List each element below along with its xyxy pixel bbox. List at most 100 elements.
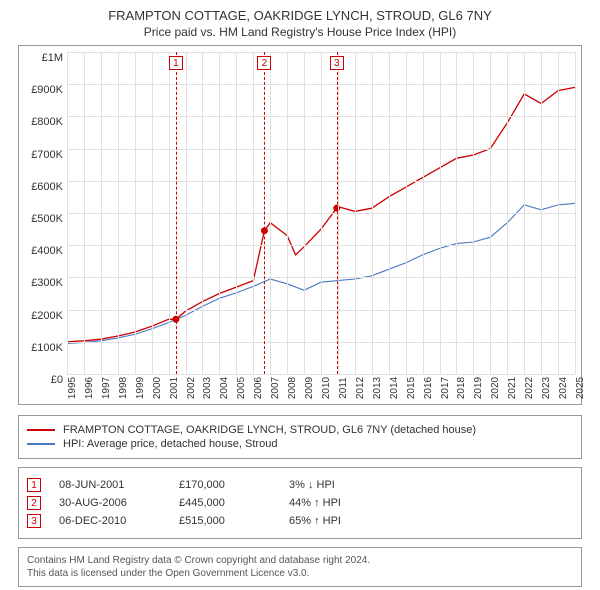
legend-swatch (27, 429, 55, 431)
gridline-v (355, 52, 356, 374)
event-date: 30-AUG-2006 (59, 497, 179, 509)
gridline-v (473, 52, 474, 374)
x-tick-label: 1997 (101, 377, 112, 399)
x-tick-label: 2021 (507, 377, 518, 399)
x-tick-label: 2004 (219, 377, 230, 399)
x-tick-label: 2010 (321, 377, 332, 399)
event-date: 06-DEC-2010 (59, 515, 179, 527)
x-tick-label: 2025 (575, 377, 586, 399)
x-tick-label: 2008 (287, 377, 298, 399)
gridline-v (440, 52, 441, 374)
legend: FRAMPTON COTTAGE, OAKRIDGE LYNCH, STROUD… (18, 415, 582, 459)
y-tick-label: £400K (31, 245, 63, 257)
gridline-v (575, 52, 576, 374)
x-tick-label: 2002 (186, 377, 197, 399)
marker-line (337, 52, 338, 374)
gridline-v (219, 52, 220, 374)
y-tick-label: £300K (31, 277, 63, 289)
event-id-box: 2 (27, 496, 41, 510)
event-price: £445,000 (179, 497, 289, 509)
y-tick-label: £900K (31, 84, 63, 96)
y-tick-label: £0 (51, 374, 63, 386)
x-tick-label: 2023 (541, 377, 552, 399)
x-tick-label: 2024 (558, 377, 569, 399)
event-date: 08-JUN-2001 (59, 479, 179, 491)
gridline-v (406, 52, 407, 374)
y-tick-label: £700K (31, 149, 63, 161)
x-tick-label: 2018 (456, 377, 467, 399)
x-tick-label: 2015 (406, 377, 417, 399)
x-tick-label: 2001 (169, 377, 180, 399)
x-tick-label: 2007 (270, 377, 281, 399)
x-tick-label: 2003 (202, 377, 213, 399)
event-row: 1 08-JUN-2001£170,0003% ↓ HPI (27, 478, 573, 492)
x-tick-label: 2020 (490, 377, 501, 399)
gridline-v (287, 52, 288, 374)
event-row: 2 30-AUG-2006£445,00044% ↑ HPI (27, 496, 573, 510)
x-tick-label: 2006 (253, 377, 264, 399)
gridline-v (118, 52, 119, 374)
gridline-v (135, 52, 136, 374)
marker-box: 3 (330, 56, 344, 70)
x-tick-label: 2000 (152, 377, 163, 399)
gridline-v (253, 52, 254, 374)
event-diff: 3% ↓ HPI (289, 479, 409, 491)
y-axis: £0£100K£200K£300K£400K£500K£600K£700K£80… (19, 52, 67, 374)
x-tick-label: 2012 (355, 377, 366, 399)
x-axis: 1995199619971998199920002001200220032004… (67, 374, 575, 404)
event-price: £515,000 (179, 515, 289, 527)
figure-container: FRAMPTON COTTAGE, OAKRIDGE LYNCH, STROUD… (0, 0, 600, 590)
x-tick-label: 2011 (338, 377, 349, 399)
event-row: 3 06-DEC-2010£515,00065% ↑ HPI (27, 514, 573, 528)
legend-row: FRAMPTON COTTAGE, OAKRIDGE LYNCH, STROUD… (27, 424, 573, 436)
gridline-v (456, 52, 457, 374)
event-diff: 65% ↑ HPI (289, 515, 409, 527)
title-block: FRAMPTON COTTAGE, OAKRIDGE LYNCH, STROUD… (8, 8, 592, 39)
gridline-v (321, 52, 322, 374)
gridline-v (84, 52, 85, 374)
x-tick-label: 2014 (389, 377, 400, 399)
marker-line (176, 52, 177, 374)
gridline-v (169, 52, 170, 374)
footer-line2: This data is licensed under the Open Gov… (27, 567, 573, 580)
gridline-v (67, 52, 68, 374)
plot-area: 123 (67, 52, 575, 374)
marker-line (264, 52, 265, 374)
gridline-v (338, 52, 339, 374)
legend-label: FRAMPTON COTTAGE, OAKRIDGE LYNCH, STROUD… (63, 424, 476, 436)
x-tick-label: 2009 (304, 377, 315, 399)
gridline-v (423, 52, 424, 374)
x-tick-label: 2022 (524, 377, 535, 399)
event-id-box: 3 (27, 514, 41, 528)
gridline-v (236, 52, 237, 374)
event-diff: 44% ↑ HPI (289, 497, 409, 509)
y-tick-label: £500K (31, 213, 63, 225)
gridline-v (389, 52, 390, 374)
event-price: £170,000 (179, 479, 289, 491)
y-tick-label: £1M (42, 52, 63, 64)
gridline-v (304, 52, 305, 374)
legend-row: HPI: Average price, detached house, Stro… (27, 438, 573, 450)
events-table: 1 08-JUN-2001£170,0003% ↓ HPI 2 30-AUG-2006… (18, 467, 582, 539)
x-tick-label: 2013 (372, 377, 383, 399)
y-tick-label: £200K (31, 310, 63, 322)
x-tick-label: 1998 (118, 377, 129, 399)
event-id-box: 1 (27, 478, 41, 492)
y-tick-label: £600K (31, 181, 63, 193)
y-tick-label: £100K (31, 342, 63, 354)
gridline-v (372, 52, 373, 374)
gridline-v (507, 52, 508, 374)
x-tick-label: 1995 (67, 377, 78, 399)
gridline-v (186, 52, 187, 374)
x-tick-label: 1996 (84, 377, 95, 399)
footer-line1: Contains HM Land Registry data © Crown c… (27, 554, 573, 567)
chart-area: £0 £100K £200K £300K £400K £500K £600K £700K £80… (18, 45, 582, 405)
marker-box: 1 (169, 56, 183, 70)
x-tick-label: 2019 (473, 377, 484, 399)
gridline-v (152, 52, 153, 374)
y-tick-label: £800K (31, 116, 63, 128)
legend-swatch (27, 443, 55, 445)
footer: Contains HM Land Registry data © Crown c… (18, 547, 582, 587)
gridline-v (202, 52, 203, 374)
gridline-v (101, 52, 102, 374)
